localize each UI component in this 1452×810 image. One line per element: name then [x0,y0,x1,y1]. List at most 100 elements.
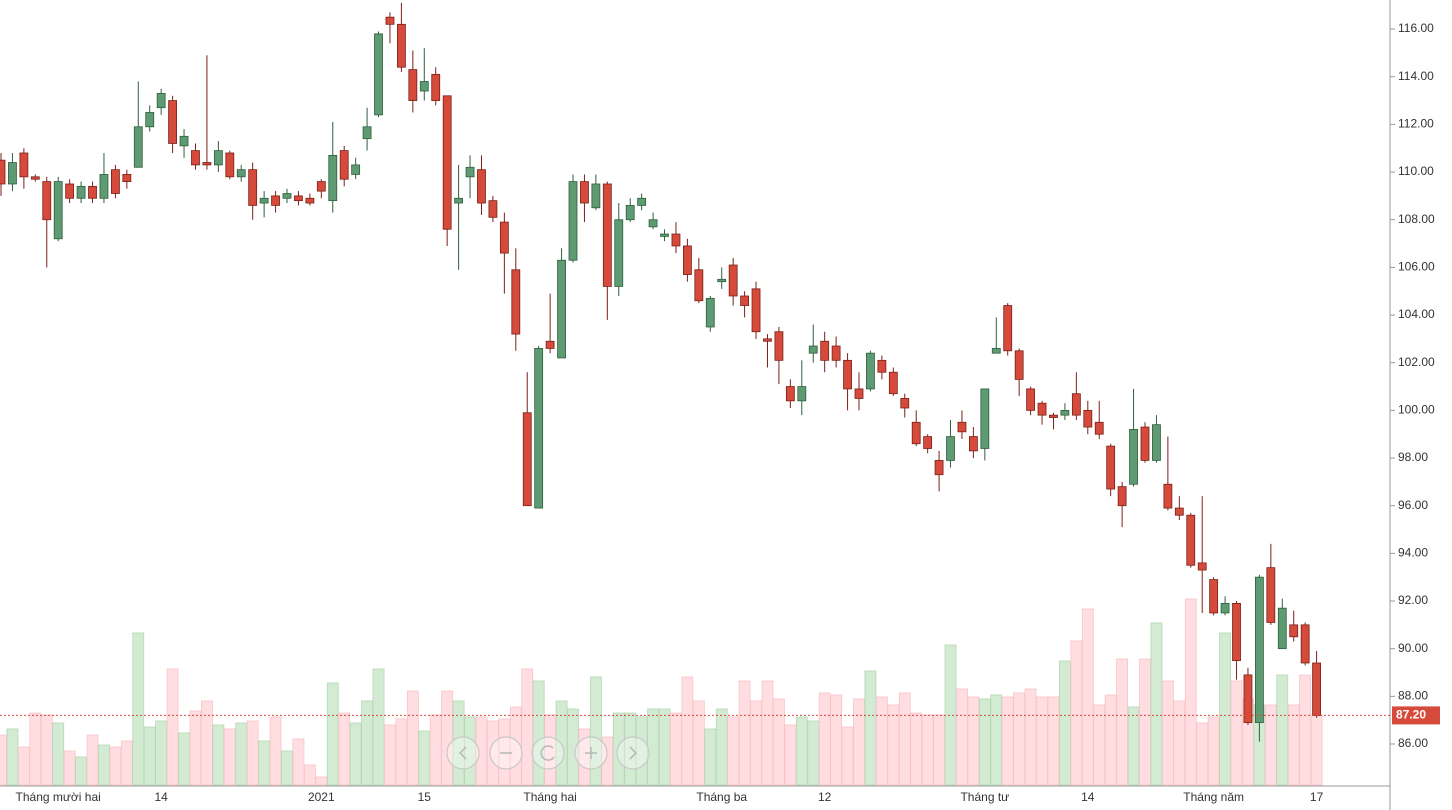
candle-body [763,338,772,342]
volume-bar [853,698,865,786]
candle-body [1209,579,1219,614]
candle-body [797,386,807,402]
volume-bar [990,694,1003,786]
candle-body [1174,507,1184,516]
volume-bar [898,692,911,786]
candle-body [877,359,887,373]
volume-bar [807,720,820,786]
candle-body [42,181,52,221]
candle-body [1140,426,1150,461]
volume-bar [670,712,682,786]
volume-bar [143,726,156,786]
candle-body [99,174,109,199]
candle-body [900,398,910,409]
last-price-label: 87.20 [1396,708,1426,722]
candle-body [705,297,715,328]
volume-bar [235,722,248,786]
volume-bar [784,724,797,786]
volume-bar [1207,716,1220,786]
candle-body [305,197,315,204]
candle-body [19,152,29,178]
volume-bar [1299,674,1312,786]
candle-body [339,150,349,180]
y-tick-label: 116.00 [1398,21,1434,35]
scroll-right-button[interactable] [616,736,650,770]
candle-body [911,421,921,445]
candle-body [1106,445,1116,490]
candle-body [1277,607,1287,650]
volume-bar [750,700,762,786]
volume-bar [818,692,831,786]
x-tick-label: 2021 [308,790,335,804]
volume-bar [773,698,785,786]
volume-bar [120,740,133,786]
volume-bar [715,708,728,786]
volume-bar [6,728,19,786]
zoom-in-button[interactable] [574,736,608,770]
candle-body [8,162,17,185]
volume-bar [315,776,328,786]
candle-body [1049,414,1058,418]
volume-bar [1013,692,1026,786]
volume-bar [40,714,53,786]
candle-body [1266,567,1276,623]
volume-bar [1093,704,1106,786]
y-tick-label: 114.00 [1398,69,1434,83]
candle-body [591,183,601,209]
volume-bar [201,700,213,786]
candle-body [843,359,852,390]
candle-body [76,185,86,199]
volume-bar [349,722,362,786]
candle-body [602,183,612,287]
volume-bar [395,718,408,786]
candle-body [1014,350,1024,380]
volume-bar [830,694,843,786]
volume-bar [681,676,694,786]
candle-body [259,197,269,204]
candle-body [854,388,864,399]
candle-body [728,264,738,297]
volume-bar [1139,658,1151,786]
volume-bar [258,740,271,786]
x-tick-label: Tháng mười hai [16,790,101,804]
volume-bar [1081,608,1094,786]
zoom-out-button[interactable] [489,736,523,770]
candle-body [156,93,166,109]
volume-bar [475,716,488,786]
volume-bar [1219,632,1231,786]
volume-bar [567,708,579,786]
candle-body [248,169,258,206]
y-tick-label: 110.00 [1398,164,1434,178]
candle-body [1003,305,1013,352]
candle-body [465,166,475,178]
candle-body [179,135,189,147]
candle-body [236,169,246,178]
candle-body [53,181,63,240]
candle-body [808,345,818,354]
x-tick-label: Tháng tư [960,790,1009,804]
candle-body [111,169,120,194]
volume-bar [1047,696,1060,786]
candle-body [202,162,212,166]
candle-body [740,295,749,306]
y-tick-label: 106.00 [1398,260,1435,274]
candle-body [534,348,544,509]
candle-body [637,197,647,206]
candle-body [499,221,509,254]
volume-bar [281,750,293,786]
candle-body [923,436,933,449]
volume-bar [647,708,659,786]
volume-bar [487,720,499,786]
candle-body [362,126,372,140]
volume-bar [692,700,705,786]
scroll-left-button[interactable] [446,736,480,770]
volume-bar [589,676,602,786]
reset-button[interactable] [531,736,565,770]
candle-body [991,348,1001,354]
y-tick-label: 98.00 [1398,450,1428,464]
volume-bar [921,714,934,786]
volume-bar [1070,640,1083,786]
